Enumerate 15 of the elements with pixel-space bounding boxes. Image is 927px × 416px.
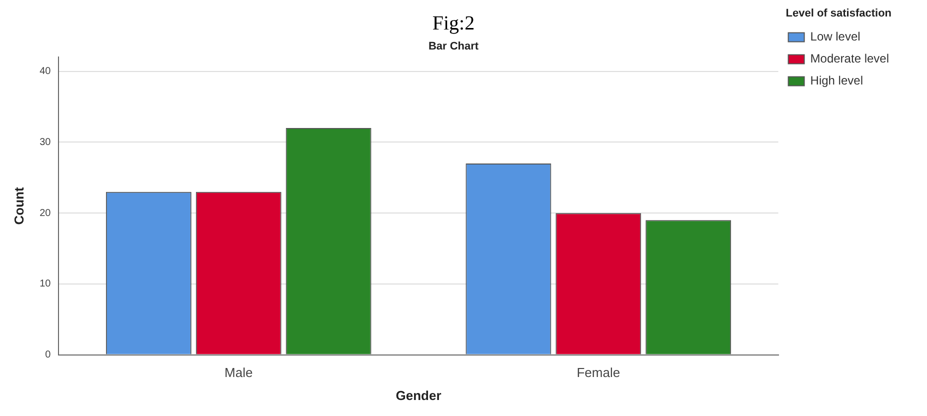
y-tick-label: 40 xyxy=(40,66,52,78)
legend-label: Low level xyxy=(810,30,860,44)
y-tick-label: 0 xyxy=(45,350,52,361)
chart-subtitle: Bar Chart xyxy=(428,40,479,53)
legend-label: High level xyxy=(810,74,863,88)
y-axis-title: Count xyxy=(11,186,26,225)
x-axis-title: Gender xyxy=(396,388,442,403)
y-tick-label: 20 xyxy=(40,208,52,219)
legend-title: Level of satisfaction xyxy=(786,8,892,20)
chart-title: Fig:2 xyxy=(432,12,475,34)
y-tick-label: 30 xyxy=(40,136,52,148)
legend-label: Moderate level xyxy=(810,52,890,66)
y-tick-label: 10 xyxy=(40,278,52,290)
x-tick-label: Female xyxy=(576,365,620,380)
x-tick-label: Male xyxy=(224,365,253,380)
